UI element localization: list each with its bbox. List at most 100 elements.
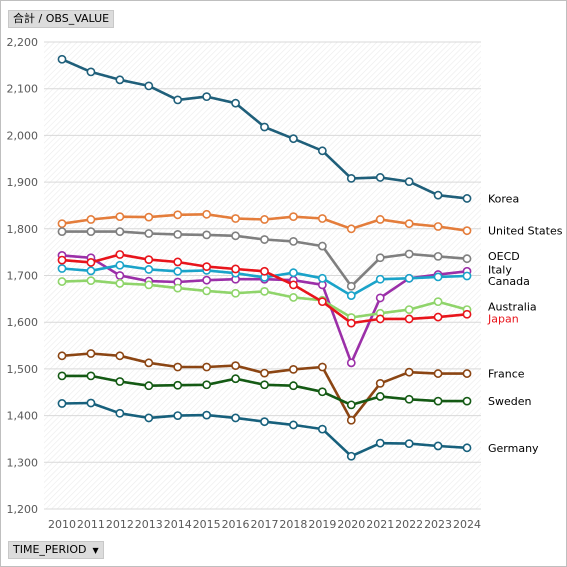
x-tick-label: 2024 [453, 518, 481, 531]
data-point [144, 280, 154, 290]
data-point [57, 264, 67, 273]
data-point [462, 369, 472, 378]
data-point [57, 277, 67, 286]
data-point [462, 443, 472, 453]
data-point [115, 260, 125, 270]
series-france [57, 349, 472, 425]
data-point [404, 219, 414, 229]
data-point [433, 396, 443, 406]
data-point [115, 250, 125, 259]
data-point [317, 273, 327, 283]
data-point [231, 288, 240, 298]
y-tick-label: 1,900 [7, 176, 39, 189]
x-tick-label: 2022 [395, 518, 423, 531]
data-point [173, 210, 183, 220]
data-point [404, 177, 414, 187]
data-point [202, 209, 212, 219]
data-point [86, 266, 96, 276]
data-point [404, 305, 414, 314]
x-tick-label: 2015 [193, 518, 221, 531]
data-point [375, 392, 385, 401]
x-tick-label: 2011 [77, 518, 105, 531]
data-point [115, 227, 125, 237]
data-point [375, 314, 385, 324]
data-point [173, 230, 183, 239]
y-tick-label: 1,300 [7, 456, 39, 469]
data-point [173, 283, 183, 293]
data-point [202, 286, 212, 296]
data-point [260, 380, 269, 390]
data-point [86, 258, 96, 267]
x-tick-label: 2023 [424, 518, 452, 531]
data-point [115, 75, 125, 85]
data-point [462, 309, 472, 319]
data-point [317, 362, 327, 372]
data-point [115, 351, 125, 361]
data-point [231, 374, 240, 384]
series-japan [57, 250, 472, 328]
end-label-france: France [488, 368, 525, 381]
data-point [462, 271, 472, 281]
series-united-states [57, 209, 472, 236]
y-tick-label: 1,700 [7, 270, 39, 283]
data-point [289, 293, 298, 302]
series-oecd [57, 227, 472, 291]
data-point [404, 394, 414, 404]
data-point [346, 318, 356, 328]
data-point [202, 362, 212, 372]
data-point [202, 92, 212, 102]
data-point [346, 281, 356, 291]
data-point [317, 387, 327, 397]
dropdown-arrow-icon: ▼ [92, 546, 99, 555]
data-point [144, 212, 154, 222]
y-tick-label: 1,200 [7, 503, 39, 516]
data-point [86, 398, 96, 408]
data-point [375, 253, 385, 263]
data-point [317, 241, 327, 251]
data-point [375, 438, 385, 448]
x-axis: 2010 2011 2012 2013 2014 2015 2016 2017 2018 2019… [48, 518, 481, 531]
data-point [404, 249, 414, 259]
series-group [57, 54, 472, 461]
x-tick-label: 2018 [279, 518, 307, 531]
data-point [260, 215, 269, 224]
data-point [317, 146, 327, 156]
data-point [115, 377, 125, 386]
data-point [115, 212, 125, 222]
time-period-filter-button[interactable]: TIME_PERIOD ▼ [8, 541, 104, 559]
data-point [462, 226, 472, 236]
data-point [231, 214, 240, 223]
data-point [173, 257, 183, 267]
value-field-label: 合計 / OBS_VALUE [13, 12, 110, 25]
data-point [144, 265, 154, 274]
data-point [86, 227, 96, 237]
y-tick-label: 2,100 [7, 83, 39, 96]
y-tick-label: 1,400 [7, 410, 39, 423]
data-point [260, 266, 269, 276]
data-point [289, 280, 298, 290]
data-point [173, 411, 183, 420]
x-tick-label: 2016 [222, 518, 250, 531]
data-point [433, 441, 443, 451]
value-field-button[interactable]: 合計 / OBS_VALUE [8, 10, 115, 28]
time-period-field-label: TIME_PERIOD [13, 543, 87, 556]
data-point [404, 314, 414, 324]
data-point [231, 98, 240, 108]
x-tick-label: 2017 [251, 518, 279, 531]
data-point [57, 351, 67, 361]
data-point [57, 371, 67, 381]
end-label-sweden: Sweden [488, 395, 531, 408]
data-point [115, 408, 125, 418]
data-point [433, 272, 443, 282]
data-point [260, 417, 269, 427]
end-label-korea: Korea [488, 192, 519, 205]
series-korea [57, 54, 472, 203]
y-axis: 1,200 1,300 1,400 1,500 1,600 1,700 1,800 1,900… [7, 36, 39, 516]
data-point [173, 362, 183, 372]
end-label-germany: Germany [488, 442, 539, 455]
data-point [346, 400, 356, 410]
data-point [433, 369, 443, 378]
data-point [433, 190, 443, 200]
end-label-japan: Japan [487, 312, 519, 325]
end-label-canada: Canada [488, 275, 530, 288]
